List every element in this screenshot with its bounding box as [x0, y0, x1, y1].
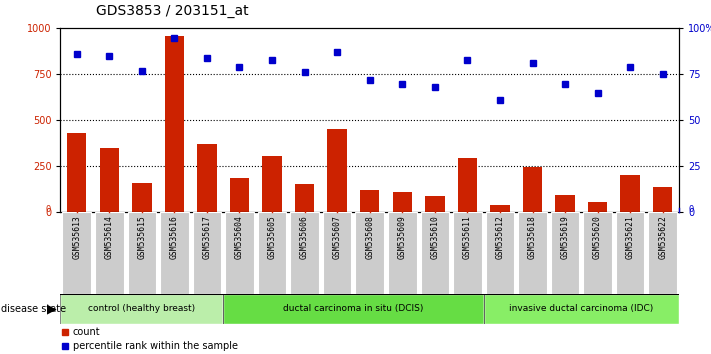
- Text: GSM535612: GSM535612: [496, 215, 504, 259]
- Text: GDS3853 / 203151_at: GDS3853 / 203151_at: [96, 4, 249, 18]
- FancyBboxPatch shape: [388, 212, 417, 294]
- FancyBboxPatch shape: [583, 212, 612, 294]
- FancyBboxPatch shape: [127, 212, 156, 294]
- FancyBboxPatch shape: [223, 294, 483, 324]
- Text: GSM535609: GSM535609: [397, 215, 407, 259]
- FancyBboxPatch shape: [95, 212, 124, 294]
- FancyBboxPatch shape: [225, 212, 254, 294]
- Text: GSM535613: GSM535613: [73, 215, 81, 259]
- Text: GSM535611: GSM535611: [463, 215, 472, 259]
- Bar: [523, 167, 542, 212]
- Bar: [588, 202, 607, 212]
- Bar: [295, 184, 314, 212]
- Bar: [360, 190, 380, 212]
- Text: GSM535617: GSM535617: [203, 215, 211, 259]
- Text: count: count: [73, 327, 100, 337]
- Bar: [425, 196, 444, 212]
- Bar: [621, 175, 640, 212]
- Text: GSM535619: GSM535619: [560, 215, 570, 259]
- Text: GSM535620: GSM535620: [593, 215, 602, 259]
- Text: GSM535607: GSM535607: [333, 215, 342, 259]
- FancyBboxPatch shape: [551, 212, 579, 294]
- Text: percentile rank within the sample: percentile rank within the sample: [73, 342, 237, 352]
- FancyBboxPatch shape: [483, 294, 679, 324]
- FancyBboxPatch shape: [63, 212, 91, 294]
- Text: invasive ductal carcinoma (IDC): invasive ductal carcinoma (IDC): [509, 304, 653, 313]
- Bar: [262, 156, 282, 212]
- Text: GSM535622: GSM535622: [658, 215, 667, 259]
- Bar: [132, 183, 151, 212]
- Text: GSM535610: GSM535610: [430, 215, 439, 259]
- FancyBboxPatch shape: [616, 212, 644, 294]
- Text: 0: 0: [689, 205, 694, 215]
- FancyBboxPatch shape: [323, 212, 351, 294]
- Bar: [100, 148, 119, 212]
- Text: ductal carcinoma in situ (DCIS): ductal carcinoma in situ (DCIS): [283, 304, 424, 313]
- Text: GSM535615: GSM535615: [137, 215, 146, 259]
- Text: 0: 0: [46, 205, 50, 215]
- Text: GSM535604: GSM535604: [235, 215, 244, 259]
- Text: GSM535605: GSM535605: [267, 215, 277, 259]
- Text: GSM535616: GSM535616: [170, 215, 179, 259]
- Text: GSM535608: GSM535608: [365, 215, 374, 259]
- Text: GSM535621: GSM535621: [626, 215, 635, 259]
- Bar: [165, 36, 184, 212]
- Bar: [392, 192, 412, 212]
- Bar: [230, 178, 250, 212]
- FancyBboxPatch shape: [486, 212, 514, 294]
- Text: GSM535606: GSM535606: [300, 215, 309, 259]
- Text: disease state: disease state: [1, 304, 66, 314]
- Text: control (healthy breast): control (healthy breast): [88, 304, 196, 313]
- FancyBboxPatch shape: [356, 212, 384, 294]
- Text: GSM535614: GSM535614: [105, 215, 114, 259]
- Bar: [490, 205, 510, 212]
- Text: GSM535618: GSM535618: [528, 215, 537, 259]
- Bar: [67, 133, 87, 212]
- FancyBboxPatch shape: [160, 212, 188, 294]
- Bar: [327, 129, 347, 212]
- FancyBboxPatch shape: [290, 212, 319, 294]
- Bar: [458, 158, 477, 212]
- FancyBboxPatch shape: [420, 212, 449, 294]
- FancyBboxPatch shape: [648, 212, 677, 294]
- FancyBboxPatch shape: [257, 212, 287, 294]
- Bar: [653, 187, 673, 212]
- FancyBboxPatch shape: [518, 212, 547, 294]
- FancyBboxPatch shape: [193, 212, 221, 294]
- Text: ▶: ▶: [47, 302, 57, 315]
- FancyBboxPatch shape: [60, 294, 223, 324]
- Bar: [555, 195, 574, 212]
- Bar: [197, 144, 217, 212]
- FancyBboxPatch shape: [453, 212, 482, 294]
